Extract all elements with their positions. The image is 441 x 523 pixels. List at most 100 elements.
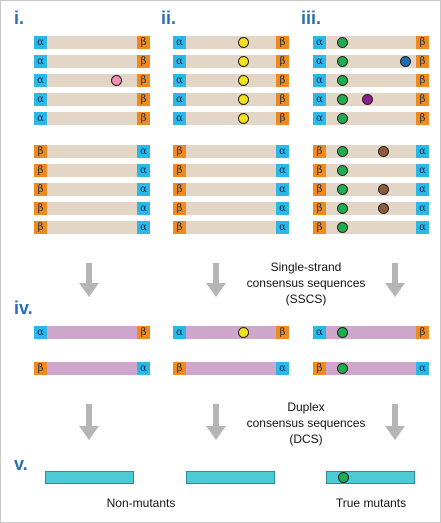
- beta-tag: β: [276, 93, 289, 106]
- beta-tag: β: [34, 164, 47, 177]
- green-mutation-dot: [337, 363, 348, 374]
- yellow-mutation-dot: [238, 37, 249, 48]
- beta-tag: β: [416, 326, 429, 339]
- green-mutation-dot: [337, 184, 348, 195]
- yellow-mutation-dot: [238, 113, 249, 124]
- dcs-caption-line-3: (DCS): [221, 431, 391, 447]
- green-mutation-dot: [337, 113, 348, 124]
- alpha-tag: α: [34, 112, 47, 125]
- beta-tag: β: [416, 74, 429, 87]
- alpha-tag: α: [137, 183, 150, 196]
- alpha-tag: α: [416, 183, 429, 196]
- read-bar: αβ: [173, 93, 289, 106]
- purple-mutation-dot: [362, 94, 373, 105]
- beta-tag: β: [34, 362, 47, 375]
- beta-tag: β: [34, 221, 47, 234]
- dcs-bar: [326, 471, 415, 484]
- alpha-tag: α: [173, 55, 186, 68]
- beta-tag: β: [416, 112, 429, 125]
- alpha-tag: α: [173, 93, 186, 106]
- beta-tag: β: [276, 55, 289, 68]
- green-mutation-dot: [337, 327, 348, 338]
- alpha-tag: α: [416, 202, 429, 215]
- sscs-caption-line-3: (SSCS): [221, 291, 391, 307]
- alpha-tag: α: [173, 74, 186, 87]
- beta-tag: β: [276, 326, 289, 339]
- beta-tag: β: [137, 93, 150, 106]
- pink-mutation-dot: [111, 75, 122, 86]
- alpha-tag: α: [276, 145, 289, 158]
- alpha-tag: α: [137, 221, 150, 234]
- down-arrow: [79, 404, 99, 440]
- green-mutation-dot: [337, 222, 348, 233]
- alpha-tag: α: [416, 362, 429, 375]
- beta-tag: β: [416, 55, 429, 68]
- beta-tag: β: [34, 202, 47, 215]
- beta-tag: β: [34, 183, 47, 196]
- sscs-caption: Single-strand consensus sequences (SSCS): [221, 259, 391, 307]
- alpha-tag: α: [313, 112, 326, 125]
- non-mutants-label: Non-mutants: [86, 495, 196, 511]
- beta-tag: β: [313, 202, 326, 215]
- green-mutation-dot: [337, 203, 348, 214]
- beta-tag: β: [313, 145, 326, 158]
- alpha-tag: α: [416, 164, 429, 177]
- alpha-tag: α: [137, 202, 150, 215]
- alpha-tag: α: [313, 55, 326, 68]
- alpha-tag: α: [137, 164, 150, 177]
- alpha-tag: α: [173, 112, 186, 125]
- beta-tag: β: [173, 145, 186, 158]
- sscs-caption-line-2: consensus sequences: [221, 275, 391, 291]
- brown-mutation-dot: [378, 203, 389, 214]
- beta-tag: β: [137, 74, 150, 87]
- alpha-tag: α: [137, 362, 150, 375]
- beta-tag: β: [173, 362, 186, 375]
- alpha-tag: α: [416, 221, 429, 234]
- panel-label-iii: iii.: [301, 8, 321, 29]
- dcs-caption: Duplex consensus sequences (DCS): [221, 399, 391, 447]
- beta-tag: β: [137, 326, 150, 339]
- panel-label-iv: iv.: [14, 298, 33, 319]
- alpha-tag: α: [34, 93, 47, 106]
- dcs-caption-line-2: consensus sequences: [221, 415, 391, 431]
- alpha-tag: α: [34, 326, 47, 339]
- panel-label-v: v.: [14, 454, 28, 475]
- beta-tag: β: [137, 112, 150, 125]
- true-mutants-label: True mutants: [316, 495, 426, 511]
- yellow-mutation-dot: [238, 94, 249, 105]
- beta-tag: β: [173, 221, 186, 234]
- yellow-mutation-dot: [238, 56, 249, 67]
- beta-tag: β: [276, 36, 289, 49]
- yellow-mutation-dot: [238, 75, 249, 86]
- beta-tag: β: [173, 164, 186, 177]
- brown-mutation-dot: [378, 184, 389, 195]
- green-mutation-dot: [337, 146, 348, 157]
